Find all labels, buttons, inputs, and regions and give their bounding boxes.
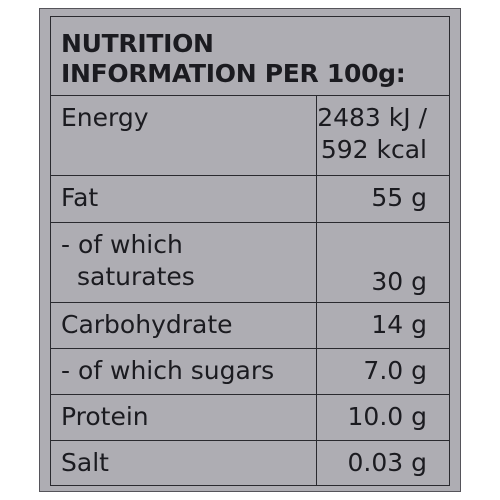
table-row-salt: Salt 0.03 g bbox=[50, 440, 450, 486]
title-line-1: NUTRITION bbox=[61, 29, 214, 58]
title-line-2: INFORMATION PER 100g: bbox=[61, 59, 406, 88]
fat-label: Fat bbox=[50, 175, 317, 223]
protein-label: Protein bbox=[50, 394, 317, 441]
table-title-cell: NUTRITION INFORMATION PER 100g: bbox=[50, 16, 450, 96]
sugars-label: - of which sugars bbox=[50, 348, 317, 395]
saturates-value: 30 g bbox=[316, 222, 450, 303]
saturates-label-line-1: - of which bbox=[61, 230, 183, 259]
table-row-energy: Energy 2483 kJ / 592 kcal bbox=[50, 95, 450, 176]
salt-value: 0.03 g bbox=[316, 440, 450, 486]
salt-label: Salt bbox=[50, 440, 317, 486]
carbohydrate-label: Carbohydrate bbox=[50, 302, 317, 349]
energy-label: Energy bbox=[50, 95, 317, 176]
saturates-label-line-2: saturates bbox=[77, 262, 195, 291]
protein-value: 10.0 g bbox=[316, 394, 450, 441]
table-header-row: NUTRITION INFORMATION PER 100g: bbox=[50, 16, 450, 96]
carbohydrate-value: 14 g bbox=[316, 302, 450, 349]
table-row-sugars: - of which sugars 7.0 g bbox=[50, 348, 450, 395]
nutrition-table: NUTRITION INFORMATION PER 100g: Energy 2… bbox=[50, 16, 450, 486]
sugars-value: 7.0 g bbox=[316, 348, 450, 395]
energy-value-kj: 2483 kJ / bbox=[317, 103, 427, 132]
table-row-carbohydrate: Carbohydrate 14 g bbox=[50, 302, 450, 349]
table-row-protein: Protein 10.0 g bbox=[50, 394, 450, 441]
energy-value: 2483 kJ / 592 kcal bbox=[316, 95, 450, 176]
table-row-fat: Fat 55 g bbox=[50, 175, 450, 223]
fat-value: 55 g bbox=[316, 175, 450, 223]
saturates-label: - of which saturates bbox=[50, 222, 317, 303]
table-row-saturates: - of which saturates 30 g bbox=[50, 222, 450, 303]
energy-value-kcal: 592 kcal bbox=[320, 135, 427, 164]
table-title: NUTRITION INFORMATION PER 100g: bbox=[61, 29, 449, 89]
